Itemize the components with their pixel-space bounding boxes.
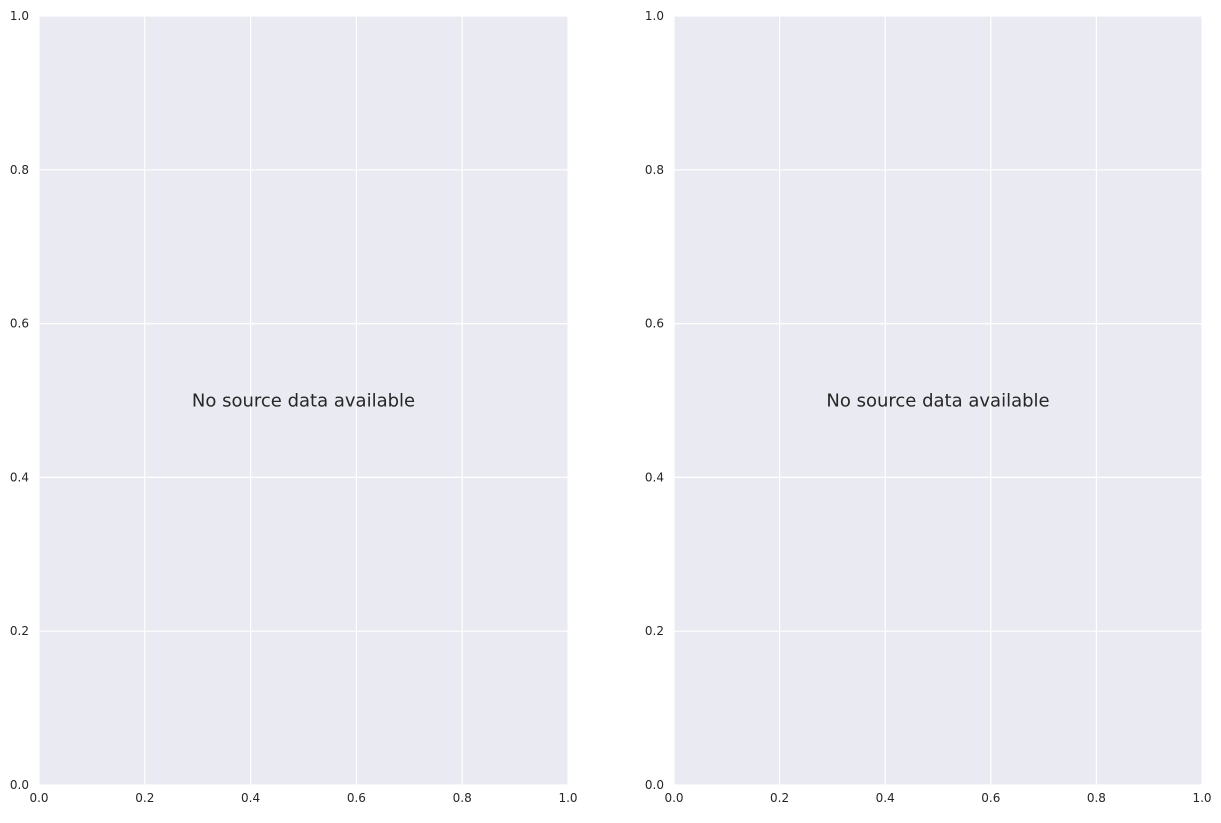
plot-area-2	[674, 16, 1202, 785]
y-tick-label-1-0: 0.0	[10, 778, 29, 792]
y-tick-label-1-5: 1.0	[10, 9, 29, 23]
y-tick-label-2-2: 0.4	[645, 470, 664, 484]
plot-area-1	[39, 16, 568, 785]
x-tick-label-1-4: 0.8	[453, 791, 472, 805]
x-tick-label-2-4: 0.8	[1087, 791, 1106, 805]
x-tick-label-1-5: 1.0	[558, 791, 577, 805]
x-tick-label-2-5: 1.0	[1192, 791, 1211, 805]
y-tick-label-2-1: 0.2	[645, 624, 664, 638]
y-tick-label-1-3: 0.6	[10, 317, 29, 331]
x-tick-label-2-0: 0.0	[664, 791, 683, 805]
y-tick-label-2-4: 0.8	[645, 163, 664, 177]
x-tick-label-2-3: 0.6	[981, 791, 1000, 805]
y-tick-label-1-2: 0.4	[10, 470, 29, 484]
y-tick-label-2-5: 1.0	[645, 9, 664, 23]
x-tick-label-1-3: 0.6	[347, 791, 366, 805]
no-data-message-1: No source data available	[192, 391, 415, 412]
x-tick-label-1-0: 0.0	[29, 791, 48, 805]
y-tick-label-1-1: 0.2	[10, 624, 29, 638]
x-tick-label-1-1: 0.2	[135, 791, 154, 805]
y-tick-label-2-3: 0.6	[645, 317, 664, 331]
axes-panel-1: 0.0 0.2 0.4 0.6 0.8 1.0 0.0 0.2 0.4 0.6 0.8 1.0 No s…	[10, 9, 578, 805]
x-tick-label-2-2: 0.4	[876, 791, 895, 805]
y-tick-label-1-4: 0.8	[10, 163, 29, 177]
axes-panel-2: 0.0 0.2 0.4 0.6 0.8 1.0 0.0 0.2 0.4 0.6 0.8 1.0 No s…	[645, 9, 1212, 805]
x-tick-label-2-1: 0.2	[770, 791, 789, 805]
x-tick-label-1-2: 0.4	[241, 791, 260, 805]
y-tick-label-2-0: 0.0	[645, 778, 664, 792]
no-data-message-2: No source data available	[826, 391, 1049, 412]
